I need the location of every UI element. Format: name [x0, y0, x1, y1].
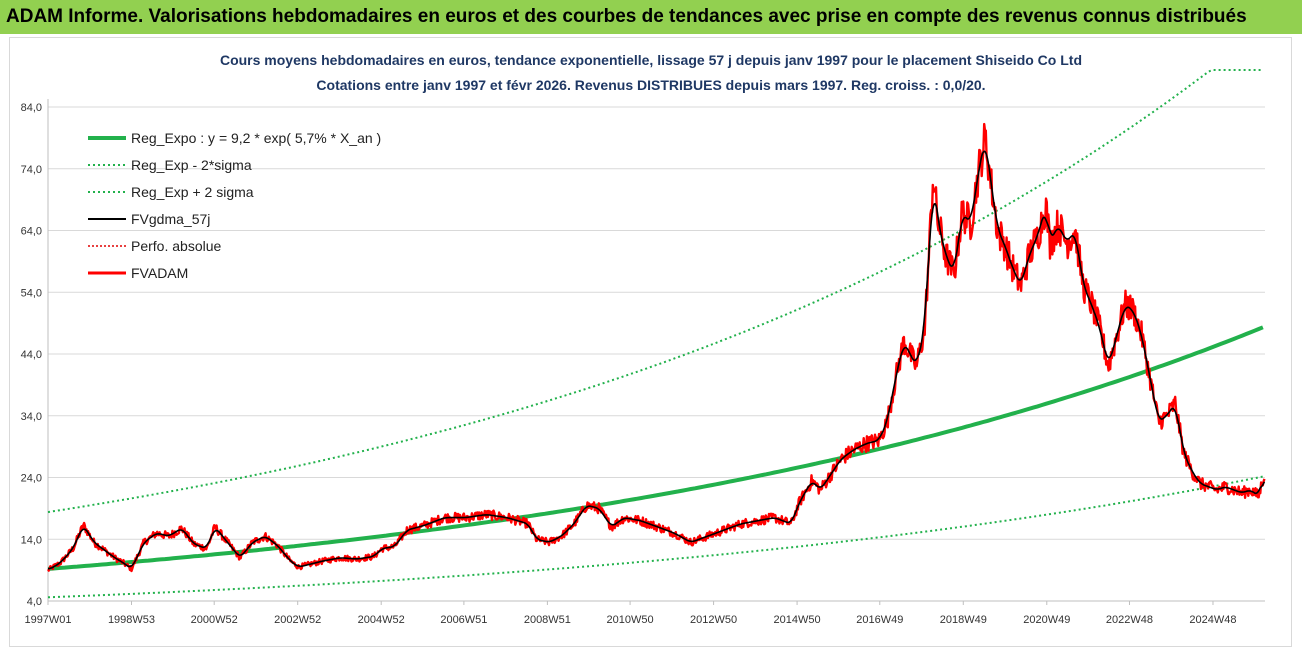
x-tick-label: 2024W48 [1189, 614, 1236, 626]
x-tick-label: 2020W49 [1023, 614, 1070, 626]
legend-entry: Reg_Exp - 2*sigma [131, 157, 252, 173]
chart-frame [9, 37, 1292, 647]
legend-entry: FVgdma_57j [131, 211, 210, 227]
x-tick-label: 2012W50 [690, 614, 737, 626]
legend-entry: Reg_Expo : y = 9,2 * exp( 5,7% * X_an ) [131, 130, 381, 146]
x-tick-label: 2008W51 [524, 614, 571, 626]
legend-entry: Reg_Exp + 2 sigma [131, 184, 254, 200]
series-reg-upper [47, 69, 1263, 514]
series-reg-expo [47, 325, 1264, 571]
series-reg-lower [47, 475, 1264, 599]
y-tick-label: 24,0 [21, 473, 42, 485]
x-tick-label: 2006W51 [440, 614, 487, 626]
x-tick-label: 1998W53 [108, 614, 155, 626]
x-tick-label: 2022W48 [1106, 614, 1153, 626]
legend-entry: Perfo. absolue [131, 238, 221, 254]
y-tick-label: 4,0 [27, 596, 42, 608]
banner-title: ADAM Informe. Valorisations hebdomadaire… [6, 6, 1247, 27]
x-tick-label: 2002W52 [274, 614, 321, 626]
x-tick-label: 2014W50 [774, 614, 821, 626]
report-banner: ADAM Informe. Valorisations hebdomadaire… [0, 0, 1302, 34]
y-tick-label: 74,0 [21, 164, 42, 176]
y-tick-label: 44,0 [21, 349, 42, 361]
series-fvgdma [47, 150, 1266, 570]
x-tick-label: 2000W52 [191, 614, 238, 626]
legend-entry: FVADAM [131, 265, 188, 281]
y-tick-label: 64,0 [21, 226, 42, 238]
chart-title: Cours moyens hebdomadaires en euros, ten… [219, 52, 1083, 68]
x-tick-label: 2004W52 [358, 614, 405, 626]
y-tick-label: 14,0 [21, 534, 42, 546]
y-tick-label: 54,0 [21, 287, 42, 299]
y-tick-label: 34,0 [21, 411, 42, 423]
x-tick-label: 2016W49 [856, 614, 903, 626]
x-tick-label: 1997W01 [24, 614, 71, 626]
chart-subtitle: Cotations entre janv 1997 et févr 2026. … [316, 77, 986, 93]
x-tick-label: 2010W50 [607, 614, 654, 626]
y-tick-label: 84,0 [21, 102, 42, 114]
x-tick-label: 2018W49 [940, 614, 987, 626]
